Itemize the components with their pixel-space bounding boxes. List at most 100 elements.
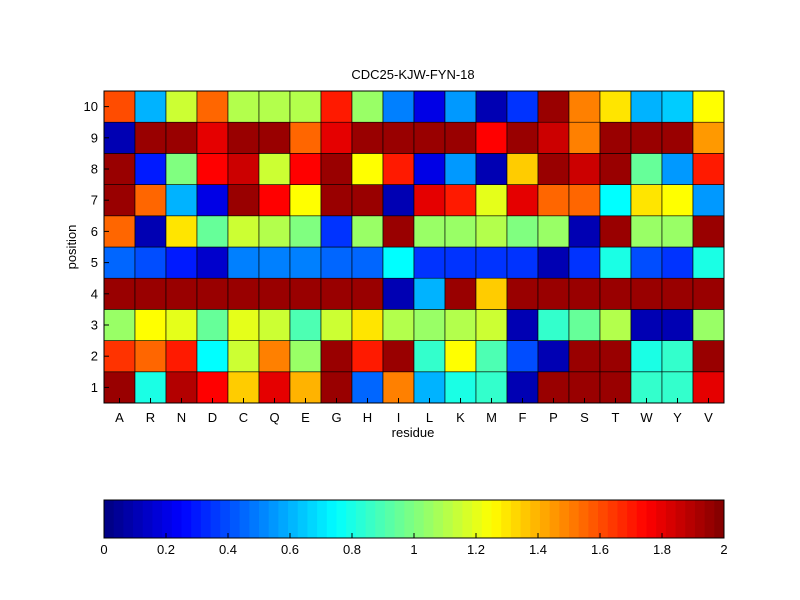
- heatmap-cell: [320, 277, 353, 310]
- colorbar-swatch: [481, 500, 492, 538]
- x-tick-label: W: [640, 410, 653, 425]
- heatmap-cell: [568, 153, 601, 185]
- x-tick-label: G: [331, 410, 341, 425]
- heatmap-cell: [661, 340, 694, 373]
- colorbar-tick-label: 1.2: [467, 542, 485, 557]
- heatmap-cell: [444, 246, 477, 279]
- heatmap-cell: [413, 153, 446, 185]
- heatmap-cell: [692, 121, 725, 154]
- x-tick-label: Y: [673, 410, 682, 425]
- heatmap-cell: [537, 90, 570, 123]
- heatmap-cell: [258, 246, 291, 279]
- colorbar-swatch: [462, 500, 473, 538]
- heatmap-cell: [475, 121, 508, 154]
- heatmap-cell: [630, 121, 663, 154]
- heatmap-cell: [599, 309, 632, 341]
- colorbar-tick-label: 1.6: [591, 542, 609, 557]
- heatmap-cell: [258, 90, 291, 123]
- heatmap-cell: [351, 215, 384, 248]
- x-tick-label: K: [456, 410, 465, 425]
- heatmap-cell: [227, 246, 260, 279]
- y-axis-tick-labels: 1 2 3 4 5 6 7 8 9 10: [84, 99, 109, 395]
- heatmap-cell: [506, 121, 539, 154]
- heatmap-cell: [630, 309, 663, 341]
- colorbar-swatch: [365, 500, 376, 538]
- heatmap-cell: [661, 90, 694, 123]
- colorbar-swatch: [229, 500, 241, 538]
- heatmap-cell: [196, 277, 229, 310]
- heatmap-cell: [475, 277, 508, 310]
- heatmap-cell: [475, 90, 508, 123]
- x-tick-label: Q: [269, 410, 279, 425]
- heatmap-cell: [351, 277, 384, 310]
- colorbar-tick-labels: 0 0.2 0.4 0.6 0.8 1 1.2 1.4 1.6 1.8 2: [100, 533, 728, 557]
- colorbar-swatch: [142, 500, 153, 538]
- heatmap-cell: [692, 153, 725, 185]
- heatmap-cell: [382, 90, 415, 123]
- heatmap-cell: [568, 309, 601, 341]
- heatmap-cell: [196, 309, 229, 341]
- colorbar-swatch: [636, 500, 647, 538]
- heatmap-cell: [289, 184, 322, 217]
- heatmap-cell: [475, 184, 508, 217]
- y-tick-label: 5: [91, 255, 98, 270]
- heatmap-cell: [444, 277, 477, 310]
- colorbar-swatch: [123, 500, 134, 538]
- colorbar-swatch: [346, 500, 357, 538]
- heatmap-cell: [103, 371, 136, 404]
- heatmap-cell: [413, 184, 446, 217]
- heatmap-cell: [320, 371, 353, 404]
- colorbar-swatch: [520, 500, 531, 538]
- y-tick-label: 8: [91, 162, 98, 177]
- heatmap-cell: [568, 215, 601, 248]
- heatmap-cell: [630, 90, 663, 123]
- heatmap-cell: [599, 277, 632, 310]
- heatmap-cell: [320, 121, 353, 154]
- colorbar-swatch: [414, 500, 425, 538]
- heatmap-cell: [537, 371, 570, 404]
- heatmap-cell: [351, 246, 384, 279]
- heatmap-cell: [599, 90, 632, 123]
- colorbar-swatch: [220, 500, 231, 538]
- heatmap-cell: [382, 121, 415, 154]
- y-tick-label: 6: [91, 224, 98, 239]
- heatmap-cell: [444, 371, 477, 404]
- heatmap-cell: [258, 215, 291, 248]
- heatmap-cell: [258, 184, 291, 217]
- heatmap-cell: [196, 90, 229, 123]
- heatmap-cell: [661, 246, 694, 279]
- heatmap-cell: [599, 246, 632, 279]
- heatmap-cell: [444, 309, 477, 341]
- heatmap-cell: [568, 277, 601, 310]
- heatmap-cell: [258, 121, 291, 154]
- heatmap-cell: [382, 246, 415, 279]
- heatmap-cell: [320, 340, 353, 373]
- heatmap-cell: [165, 90, 198, 123]
- colorbar-swatch: [239, 500, 250, 538]
- colorbar-tick-label: 1.4: [529, 542, 547, 557]
- heatmap-cell: [506, 246, 539, 279]
- colorbar-swatch: [569, 500, 580, 538]
- colorbar-tick-label: 0.8: [343, 542, 361, 557]
- colorbar-swatch: [162, 500, 173, 538]
- heatmap-cell: [599, 121, 632, 154]
- heatmap-cell: [475, 340, 508, 373]
- heatmap-cell: [258, 277, 291, 310]
- heatmap-cell: [413, 121, 446, 154]
- heatmap-cell: [289, 121, 322, 154]
- heatmap-cell: [661, 121, 694, 154]
- x-tick-label: M: [486, 410, 497, 425]
- heatmap-cell: [165, 153, 198, 185]
- heatmap-frame: [103, 90, 725, 404]
- heatmap-cell: [537, 277, 570, 310]
- heatmap-cell: [227, 121, 260, 154]
- colorbar-swatch: [288, 500, 299, 538]
- heatmap-cell: [165, 246, 198, 279]
- heatmap-cell: [630, 215, 663, 248]
- colorbar-swatch: [714, 500, 725, 538]
- colorbar-swatch: [171, 500, 182, 538]
- x-tick-label: I: [397, 410, 401, 425]
- colorbar-swatch: [539, 500, 551, 538]
- colorbar: [104, 500, 725, 538]
